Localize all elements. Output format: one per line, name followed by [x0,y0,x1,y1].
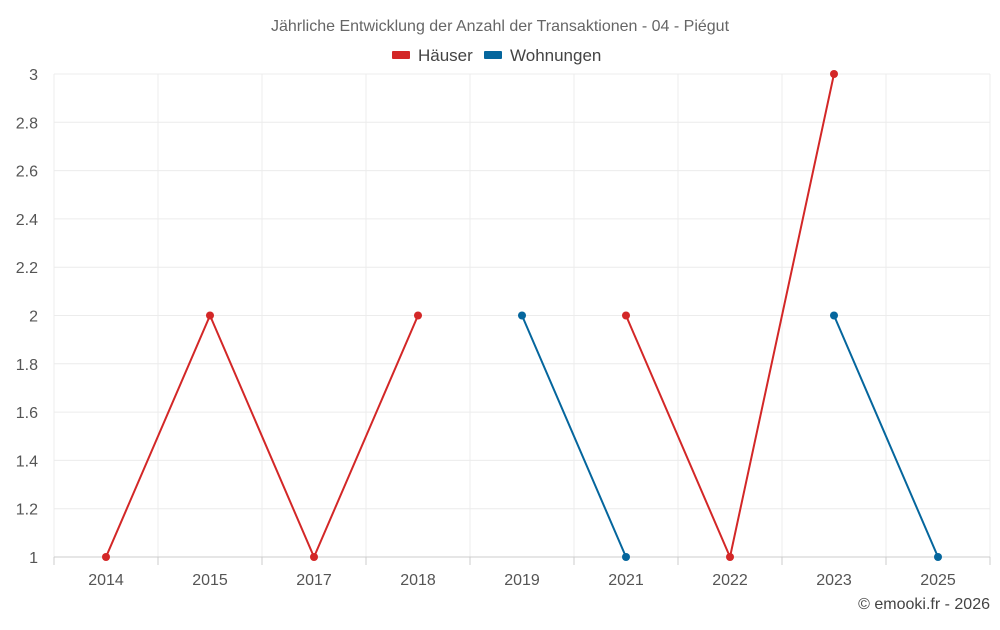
data-point-wohnungen[interactable] [830,311,838,320]
y-tick-label: 2.4 [16,212,38,229]
y-tick-label: 1.8 [16,357,38,374]
legend-item-wohnungen[interactable]: Wohnungen [484,46,601,65]
data-point-wohnungen[interactable] [622,553,630,561]
data-point-haeuser[interactable] [830,70,838,78]
series-line-wohnungen [521,314,627,558]
y-tick-label: 2.6 [16,164,38,181]
series-line-wohnungen [833,314,939,558]
y-tick-label: 3 [29,67,38,84]
chart-legend: Häuser Wohnungen [392,46,601,65]
data-point-haeuser[interactable] [206,311,214,320]
data-point-haeuser[interactable] [622,311,630,320]
data-point-wohnungen[interactable] [518,311,526,320]
y-tick-label: 1.6 [16,405,38,422]
data-point-haeuser[interactable] [414,311,422,320]
x-tick-label: 2017 [296,572,332,589]
data-points [102,70,942,561]
y-tick-label: 2 [29,309,38,326]
legend-label-haeuser: Häuser [418,46,473,65]
x-tick-label: 2021 [608,572,644,589]
x-tick-label: 2018 [400,572,436,589]
axes [53,556,991,565]
legend-item-haeuser[interactable]: Häuser [392,46,473,65]
x-tick-label: 2025 [920,572,956,589]
credit-text: © emooki.fr - 2026 [858,596,990,613]
y-axis-ticks: 1 1.2 1.4 1.6 1.8 2 2.2 2.4 2.6 2.8 3 [16,67,38,567]
x-tick-label: 2019 [504,572,540,589]
y-tick-label: 2.8 [16,115,38,132]
x-tick-label: 2023 [816,572,852,589]
series-line-haeuser [105,314,419,558]
y-tick-label: 2.2 [16,260,38,277]
data-point-wohnungen[interactable] [934,553,942,561]
legend-swatch-haeuser [392,51,410,59]
x-tick-label: 2022 [712,572,748,589]
legend-swatch-wohnungen [484,51,502,59]
y-tick-label: 1.4 [16,453,38,470]
x-tick-label: 2014 [88,572,124,589]
x-axis-ticks: 2014 2015 2017 2018 2019 2021 2022 2023 2025 [88,572,956,589]
data-point-haeuser[interactable] [102,553,110,561]
x-tick-label: 2015 [192,572,228,589]
y-tick-label: 1.2 [16,502,38,519]
y-tick-label: 1 [29,550,38,567]
data-point-haeuser[interactable] [726,553,734,561]
legend-label-wohnungen: Wohnungen [510,46,601,65]
data-point-haeuser[interactable] [310,553,318,561]
chart-title: Jährliche Entwicklung der Anzahl der Tra… [271,18,730,35]
